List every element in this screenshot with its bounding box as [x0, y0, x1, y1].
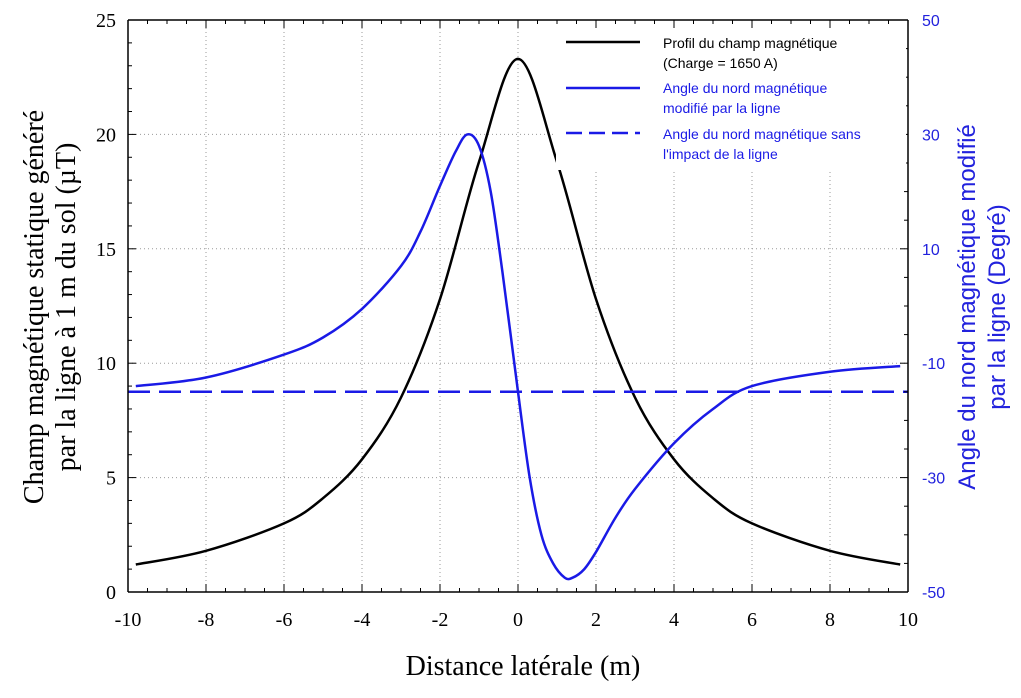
series-layer [128, 57, 908, 581]
y-left-tick-label: 0 [106, 582, 116, 604]
x-tick-label: -4 [354, 609, 371, 631]
y-right-tick-label: -30 [922, 471, 945, 488]
x-tick-label: 0 [513, 609, 523, 631]
y-right-tick-label: 50 [922, 13, 940, 30]
x-tick-label: 4 [669, 609, 679, 631]
x-tick-label: -10 [115, 609, 142, 631]
series-line-0 [135, 57, 901, 566]
legend-label-baseline: Angle du nord magnétique sans [663, 126, 861, 142]
legend-background [556, 28, 906, 170]
y-right-tick-label: -10 [922, 356, 945, 373]
legend-label-field-line2: (Charge = 1650 A) [663, 55, 778, 71]
y-left-axis-label-line1: Champ magnétique statique généré [19, 110, 50, 504]
tick-labels: -10 -8 -6 -4 -2 0 2 4 6 8 10 0 5 10 15 20 25 -50 -30 -10 10 3… [96, 10, 945, 631]
x-tick-label: 6 [747, 609, 757, 631]
y-right-axis-label-line1: Angle du nord magnétique modifié [954, 124, 981, 490]
legend-label-baseline-line2: l'impact de la ligne [663, 146, 778, 162]
x-axis-label: Distance latérale (m) [406, 651, 641, 682]
y-left-axis-label: Champ magnétique statique généré par la … [19, 110, 82, 504]
x-tick-label: 2 [591, 609, 601, 631]
y-left-axis-label-line2: par la ligne à 1 m du sol (µT) [51, 143, 82, 472]
y-right-axis-label: Angle du nord magnétique modifié par la … [954, 124, 1011, 490]
series-line-1 [135, 132, 901, 581]
y-right-tick-label: 30 [922, 127, 940, 144]
legend-label-angle-line2: modifié par la ligne [663, 100, 781, 116]
legend-label-field: Profil du champ magnétique [663, 35, 838, 51]
y-left-tick-label: 25 [96, 10, 116, 32]
y-left-tick-label: 5 [106, 468, 116, 490]
y-right-tick-label: 10 [922, 242, 940, 259]
x-tick-label: -2 [432, 609, 449, 631]
x-tick-label: 8 [825, 609, 835, 631]
legend: Profil du champ magnétique (Charge = 165… [556, 28, 906, 170]
x-tick-label: 10 [898, 609, 918, 631]
y-left-tick-label: 10 [96, 353, 116, 375]
y-left-tick-label: 20 [96, 124, 116, 146]
x-tick-label: -8 [198, 609, 215, 631]
y-right-axis-label-line2: par la ligne (Degré) [984, 204, 1011, 409]
legend-label-angle: Angle du nord magnétique [663, 80, 827, 96]
x-tick-label: -6 [276, 609, 293, 631]
y-left-tick-label: 15 [96, 239, 116, 261]
y-right-tick-label: -50 [922, 585, 945, 602]
